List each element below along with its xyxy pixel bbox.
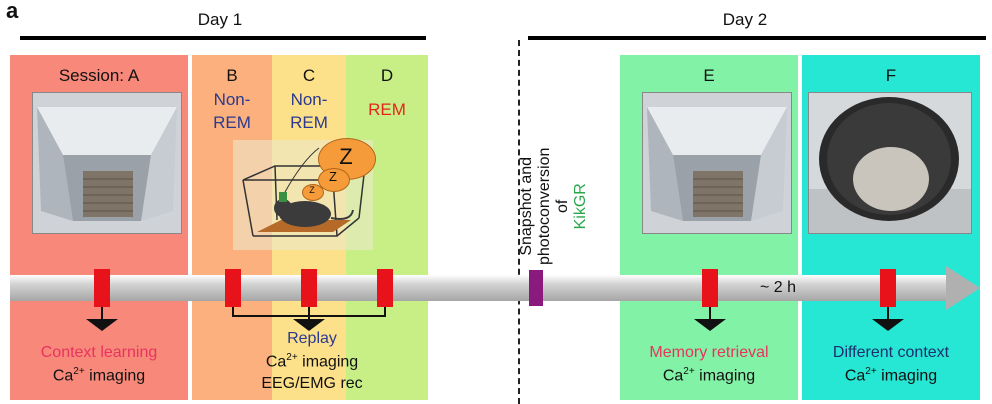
marker-session-a	[94, 269, 110, 307]
snapshot-line1: Snapshot and	[518, 156, 535, 256]
session-d-line1: REM	[368, 100, 406, 119]
session-e-letter: E	[703, 66, 715, 85]
marker-session-e	[702, 269, 718, 307]
session-d-letter: D	[380, 66, 394, 85]
caption-f-line2: Ca2+ imaging	[844, 366, 938, 385]
down-arrow-e	[694, 319, 726, 331]
caption-a-line2: Ca2+ imaging	[52, 366, 146, 385]
snapshot-line2: photoconversion	[536, 147, 553, 265]
session-a-label: Session: A	[58, 66, 140, 85]
caption-e-line2: Ca2+ imaging	[662, 366, 756, 385]
z-bubble-small	[302, 184, 324, 201]
caption-f-line1: Different context	[832, 344, 950, 361]
sleep-imaging-label: Ca2+ imaging	[265, 352, 359, 371]
session-b-letter: B	[226, 66, 238, 85]
session-b-line1: Non-	[213, 90, 251, 109]
session-c-letter: C	[302, 66, 316, 85]
marker-session-b	[225, 269, 241, 307]
z-bubble-medium	[318, 168, 350, 192]
z-large: Z	[339, 144, 353, 169]
interval-label: ~ 2 h	[760, 279, 797, 296]
context-e-photo	[642, 92, 792, 234]
day1-label: Day 1	[197, 10, 243, 29]
down-arrow-a	[86, 319, 118, 331]
caption-a-line1: Context learning	[40, 344, 158, 361]
session-c-line1: Non-	[290, 90, 328, 109]
marker-session-d	[377, 269, 393, 307]
timeline-arrow-shaft	[10, 275, 948, 301]
z-medium: Z	[329, 169, 337, 184]
day-separator	[518, 40, 520, 404]
timeline-arrow-head	[946, 266, 980, 310]
z-small: Z	[309, 185, 315, 195]
snapshot-kikgr: KikGR	[572, 183, 589, 230]
session-f-letter: F	[885, 66, 897, 85]
sleep-bracket-right	[384, 307, 386, 317]
eeg-label: EEG/EMG rec	[261, 375, 363, 392]
day2-bar	[528, 36, 986, 40]
down-arrow-f	[872, 319, 904, 331]
caption-e-line1: Memory retrieval	[649, 344, 769, 361]
marker-session-c	[301, 269, 317, 307]
snapshot-line3: of	[554, 199, 571, 213]
stem-e	[709, 307, 711, 319]
stem-c	[308, 307, 310, 319]
context-a-photo	[32, 92, 182, 234]
session-b-line2: REM	[213, 113, 251, 132]
marker-snapshot	[529, 270, 543, 306]
context-f-photo	[808, 92, 972, 234]
down-arrow-sleep	[293, 319, 325, 331]
session-c-line2: REM	[290, 113, 328, 132]
marker-session-f	[880, 269, 896, 307]
day2-label: Day 2	[722, 10, 768, 29]
sleep-bracket-left	[232, 307, 234, 317]
replay-label: Replay	[287, 330, 337, 347]
stem-f	[887, 307, 889, 319]
day1-bar	[20, 36, 426, 40]
panel-label: a	[6, 0, 19, 23]
stem-a	[101, 307, 103, 319]
